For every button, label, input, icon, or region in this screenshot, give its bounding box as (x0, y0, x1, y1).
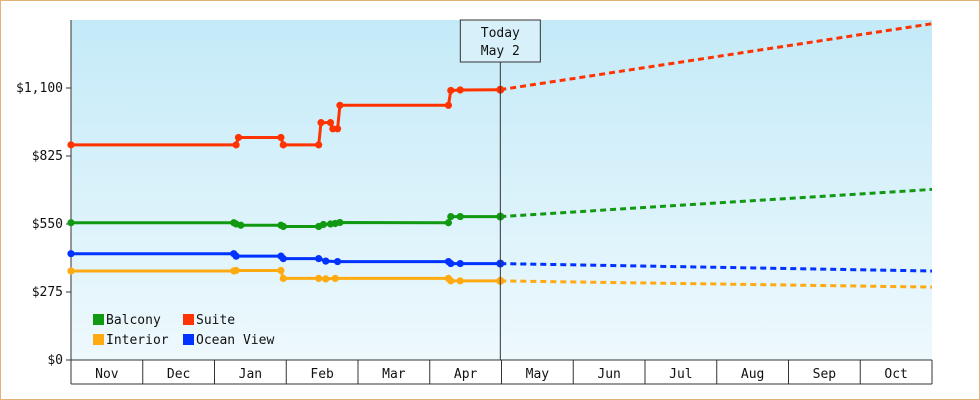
y-tick-label: $550 (32, 217, 63, 232)
data-point-start (67, 267, 75, 275)
data-point (326, 119, 335, 127)
series-forecast-suite (500, 22, 933, 92)
legend-label-balcony: Balcony (106, 313, 161, 328)
x-axis: Nov Dec Jan Feb Mar Apr May Jun Jul Aug Sep Oct (70, 359, 933, 385)
y-tick-label: $825 (32, 149, 63, 164)
data-point-start (67, 219, 75, 227)
data-point (447, 86, 455, 95)
data-point (444, 101, 453, 109)
legend-swatch-balcony (93, 314, 104, 325)
data-point (333, 257, 342, 266)
x-month-label: Aug (741, 367, 764, 382)
data-point-start (67, 141, 75, 149)
x-month-label: Feb (310, 367, 334, 382)
x-month-label: Sep (813, 367, 837, 382)
legend-swatch-suite (183, 314, 194, 325)
data-point (447, 212, 455, 221)
legend: Balcony Suite Interior Ocean View (93, 313, 274, 348)
data-point (456, 277, 464, 285)
data-point (279, 255, 287, 263)
x-month-label: Dec (167, 367, 190, 382)
data-point (331, 274, 339, 282)
data-point (319, 220, 328, 229)
data-point (456, 259, 464, 268)
today-marker: Today May 2 (459, 19, 541, 360)
data-point (317, 119, 325, 127)
x-month-label: Jun (597, 367, 620, 382)
y-tick-label: $1,100 (16, 81, 63, 96)
today-label: Today (481, 26, 520, 41)
x-month-label: Nov (95, 367, 119, 382)
data-point (232, 266, 240, 275)
legend-label-ocean-view: Ocean View (196, 333, 274, 348)
x-month-label: Apr (454, 367, 478, 382)
y-tick-label: $275 (32, 285, 63, 300)
data-point (456, 86, 464, 94)
legend-swatch-interior (93, 334, 104, 345)
legend-swatch-ocean-view (183, 334, 194, 345)
legend-label-suite: Suite (196, 313, 235, 328)
data-point (232, 141, 240, 149)
series-forecast-interior (500, 279, 933, 289)
legend-label-interior: Interior (106, 333, 169, 348)
data-point (279, 222, 287, 231)
x-month-label: Mar (382, 367, 406, 382)
x-month-label: Jul (669, 367, 692, 382)
data-point (237, 221, 245, 229)
y-tick-label: $0 (47, 353, 63, 368)
data-point (315, 255, 323, 263)
plot-background (71, 20, 932, 360)
data-point (232, 252, 240, 260)
data-point (447, 259, 455, 268)
data-point (336, 218, 344, 227)
data-point (279, 274, 287, 282)
data-point (277, 133, 285, 142)
data-point (322, 275, 330, 283)
data-point (444, 219, 453, 227)
data-point (279, 141, 287, 149)
data-point (456, 212, 464, 221)
y-axis: $0 $275 $550 $825 $1,100 (16, 20, 72, 368)
x-month-label: Oct (884, 367, 907, 382)
data-point (322, 257, 330, 265)
x-month-label: Jan (239, 367, 262, 382)
series-layer (67, 22, 933, 289)
data-point (336, 101, 344, 109)
data-point (277, 266, 285, 275)
series-forecast-balcony (500, 187, 933, 219)
data-point (333, 125, 342, 133)
data-point-start (67, 250, 75, 258)
data-point (315, 141, 323, 149)
today-date-label: May 2 (481, 44, 520, 59)
series-forecast-ocean-view (500, 262, 933, 273)
x-month-label: May (526, 367, 550, 382)
today-box (459, 19, 541, 63)
data-point (315, 274, 323, 282)
data-point (447, 277, 455, 285)
data-point (234, 133, 243, 142)
